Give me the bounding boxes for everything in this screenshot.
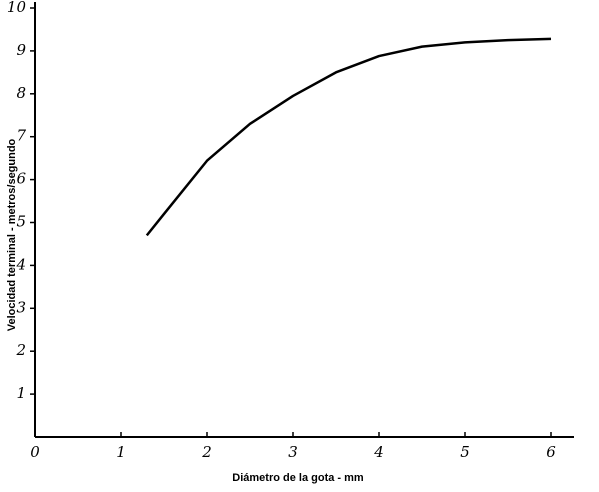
y-tick-label: 9 — [16, 41, 26, 59]
y-tick-label: 7 — [16, 127, 26, 145]
y-tick-label: 8 — [16, 84, 26, 102]
y-tick-label: 10 — [7, 0, 27, 16]
y-tick-label: 2 — [15, 341, 26, 359]
y-tick-label: 1 — [16, 384, 26, 402]
x-tick-label: 0 — [30, 443, 40, 461]
x-tick-label: 2 — [201, 443, 212, 461]
x-tick-label: 6 — [546, 443, 556, 461]
x-tick-label: 4 — [373, 443, 384, 461]
line — [145, 37, 552, 237]
y-tick-label: 3 — [16, 298, 26, 316]
x-tick-label: 1 — [116, 443, 126, 461]
y-tick-label: 4 — [15, 255, 26, 273]
y-tick-label: 6 — [16, 170, 26, 188]
x-tick-label: 3 — [288, 443, 298, 461]
y-axis-title: Velocidad terminal - metros/segundo — [6, 138, 18, 331]
y-tick-label: 5 — [16, 213, 26, 231]
x-tick-label: 5 — [460, 443, 470, 461]
x-axis-title: Diámetro de la gota - mm — [232, 472, 364, 484]
